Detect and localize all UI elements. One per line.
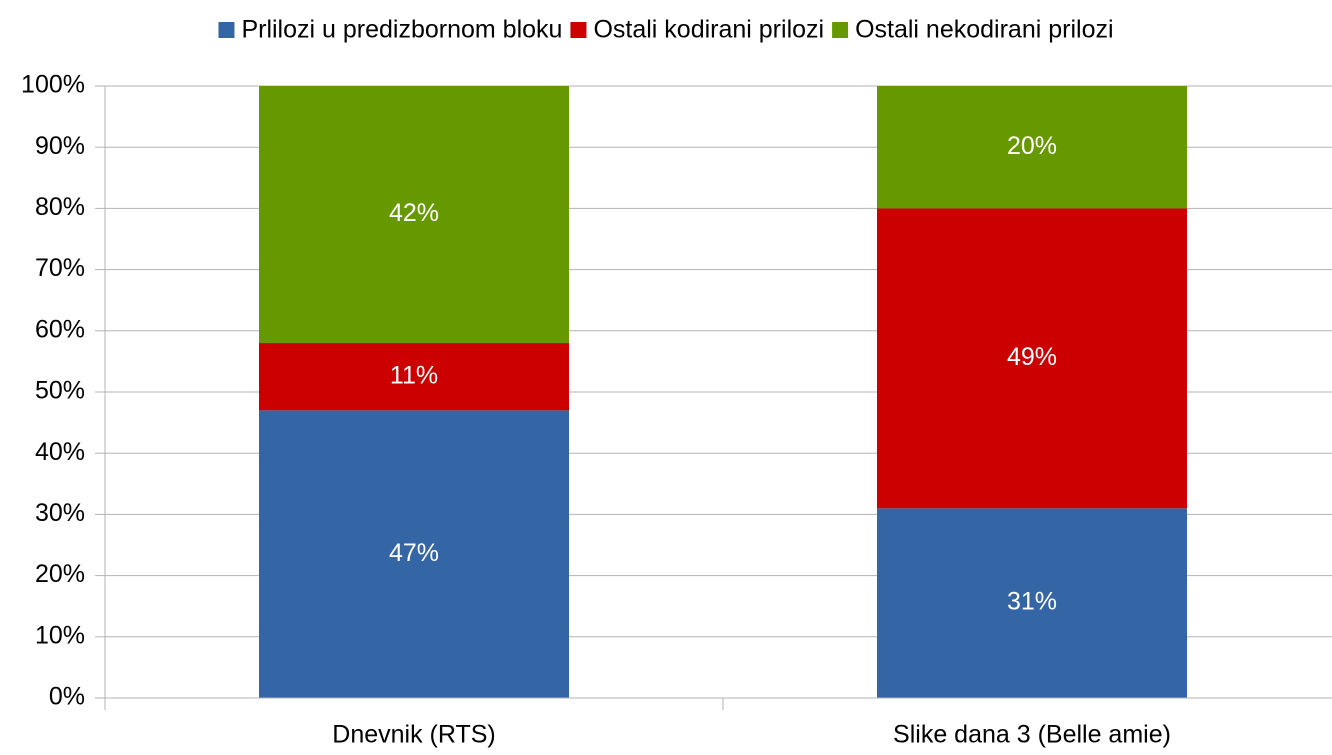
bar-segment (259, 343, 569, 411)
x-tick-label: Dnevnik (RTS) (332, 721, 495, 749)
legend-swatch (218, 22, 235, 38)
y-tick-label: 20% (35, 560, 85, 588)
bar-segment (877, 508, 1187, 698)
y-tick-label: 60% (35, 315, 85, 343)
bar-segment (877, 86, 1187, 209)
y-tick-label: 40% (35, 438, 85, 466)
bar-segment (259, 86, 569, 344)
legend-label: Prlilozi u predizbornom bloku (241, 16, 562, 44)
value-label: 31% (1007, 588, 1057, 616)
legend-label: Ostali nekodirani prilozi (855, 16, 1113, 44)
y-tick-label: 90% (35, 132, 85, 160)
y-tick-label: 70% (35, 254, 85, 282)
y-tick-label: 50% (35, 377, 85, 405)
value-label: 11% (390, 361, 438, 389)
y-tick-label: 100% (21, 71, 85, 99)
bar-segment (259, 410, 569, 698)
legend-label: Ostali kodirani prilozi (593, 16, 824, 44)
value-label: 49% (1007, 343, 1057, 371)
value-label: 42% (389, 199, 439, 227)
y-tick-label: 80% (35, 193, 85, 221)
legend-swatch (570, 22, 587, 38)
y-tick-label: 0% (49, 683, 85, 711)
value-label: 47% (389, 539, 439, 567)
x-tick-label: Slike dana 3 (Belle amie) (893, 721, 1171, 749)
bar-segment (877, 208, 1187, 509)
y-tick-label: 10% (35, 621, 85, 649)
y-tick-label: 30% (35, 499, 85, 527)
legend-swatch (832, 22, 849, 38)
value-label: 20% (1007, 132, 1057, 160)
